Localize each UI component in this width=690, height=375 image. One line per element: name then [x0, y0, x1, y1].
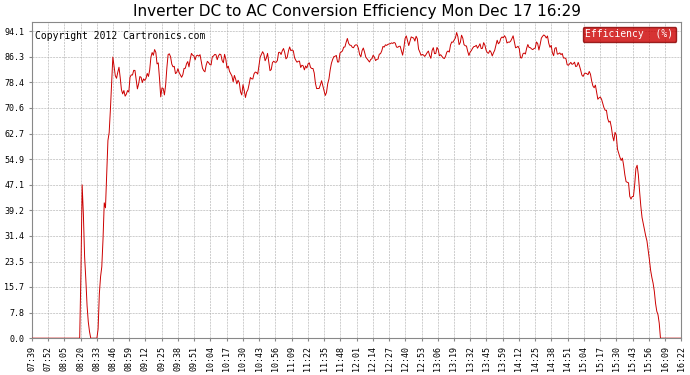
Legend: Efficiency  (%): Efficiency (%)	[582, 27, 676, 42]
Text: Copyright 2012 Cartronics.com: Copyright 2012 Cartronics.com	[35, 31, 206, 41]
Title: Inverter DC to AC Conversion Efficiency Mon Dec 17 16:29: Inverter DC to AC Conversion Efficiency …	[132, 4, 580, 19]
